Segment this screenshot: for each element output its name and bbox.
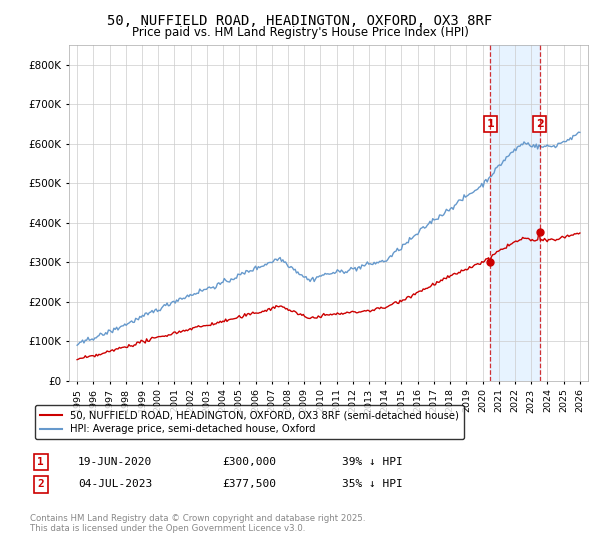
Text: 1: 1 bbox=[37, 457, 44, 467]
Text: 35% ↓ HPI: 35% ↓ HPI bbox=[342, 479, 403, 489]
Text: 50, NUFFIELD ROAD, HEADINGTON, OXFORD, OX3 8RF: 50, NUFFIELD ROAD, HEADINGTON, OXFORD, O… bbox=[107, 14, 493, 28]
Text: Contains HM Land Registry data © Crown copyright and database right 2025.
This d: Contains HM Land Registry data © Crown c… bbox=[30, 514, 365, 534]
Text: 19-JUN-2020: 19-JUN-2020 bbox=[78, 457, 152, 467]
Legend: 50, NUFFIELD ROAD, HEADINGTON, OXFORD, OX3 8RF (semi-detached house), HPI: Avera: 50, NUFFIELD ROAD, HEADINGTON, OXFORD, O… bbox=[35, 405, 464, 440]
Text: 2: 2 bbox=[37, 479, 44, 489]
Text: 39% ↓ HPI: 39% ↓ HPI bbox=[342, 457, 403, 467]
Text: 2: 2 bbox=[536, 119, 544, 129]
Bar bbox=[490, 45, 539, 381]
Text: £377,500: £377,500 bbox=[222, 479, 276, 489]
Text: £300,000: £300,000 bbox=[222, 457, 276, 467]
Text: Price paid vs. HM Land Registry's House Price Index (HPI): Price paid vs. HM Land Registry's House … bbox=[131, 26, 469, 39]
Text: 04-JUL-2023: 04-JUL-2023 bbox=[78, 479, 152, 489]
Text: 1: 1 bbox=[487, 119, 494, 129]
